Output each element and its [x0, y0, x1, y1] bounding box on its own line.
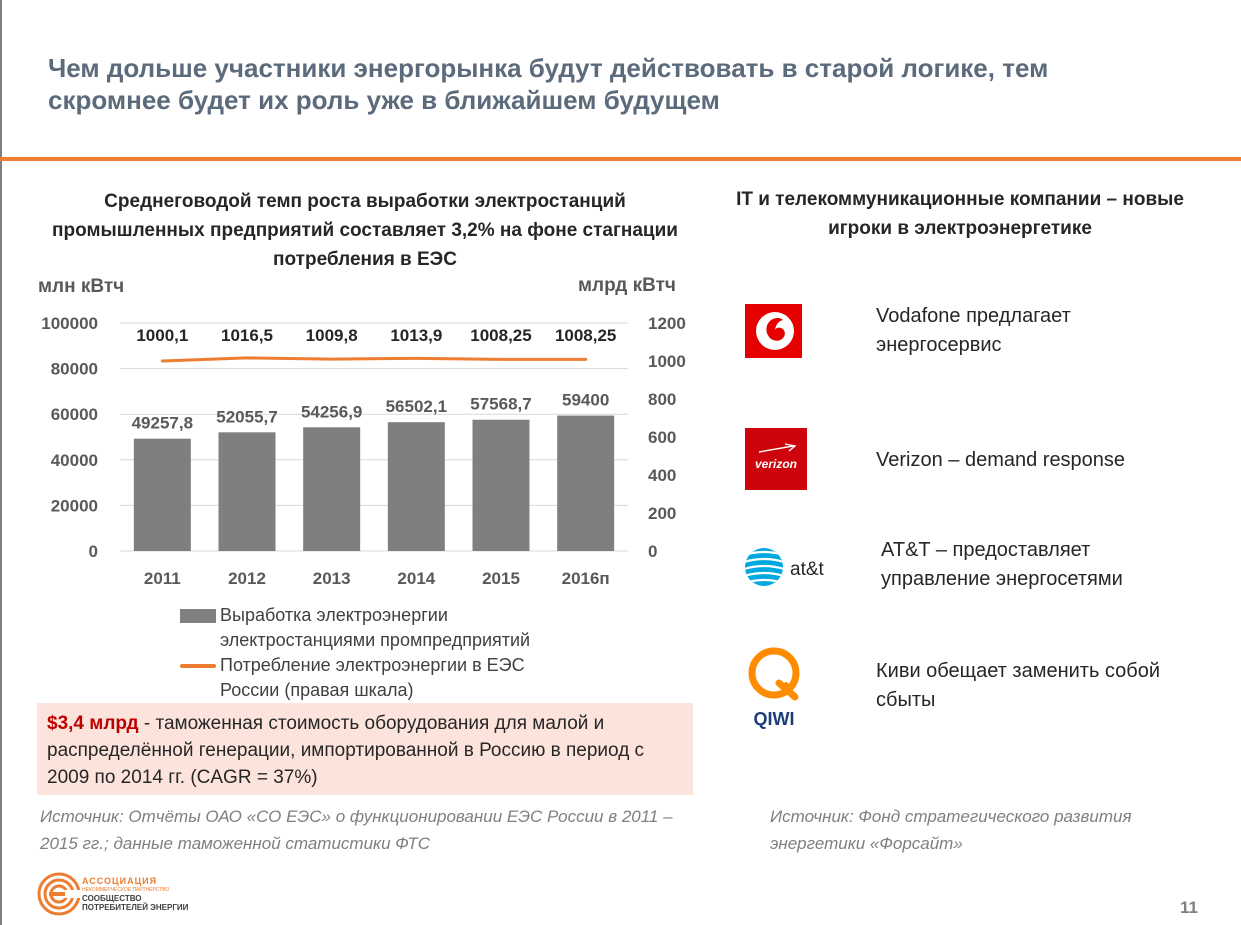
att-logo: at&t	[744, 545, 836, 589]
vodafone-logo	[745, 304, 819, 358]
line-value-label: 1008,25	[470, 326, 531, 345]
bar-value-label: 49257,8	[132, 414, 193, 433]
source-left: Источник: Отчёты ОАО «СО ЕЭС» о функцион…	[40, 807, 673, 853]
x-tick-label: 2015	[482, 569, 520, 588]
company-vodafone: Vodafone предлагает энергосервис	[876, 305, 1071, 356]
company-verizon: Verizon – demand response	[876, 449, 1126, 471]
y2-tick-label: 800	[648, 390, 676, 409]
verizon-wordmark: verizon	[755, 457, 797, 471]
association-full-name: СООБЩЕСТВО ПОТРЕБИТЕЛЕЙ ЭНЕРГИИ	[82, 894, 189, 912]
y-tick-label: 80000	[51, 360, 98, 379]
qiwi-logo: QIWI	[745, 645, 803, 730]
x-tick-label: 2013	[313, 569, 351, 588]
y-tick-label: 100000	[41, 314, 98, 333]
slide-title: Чем дольше участники энергорынка будут д…	[48, 53, 1049, 115]
bar-value-label: 54256,9	[301, 402, 362, 421]
legend-item-line: Потребление электроэнергии в ЕЭС России …	[180, 653, 580, 703]
bar-value-label: 57568,7	[470, 395, 531, 414]
bar-value-label: 56502,1	[386, 397, 447, 416]
bar	[472, 419, 530, 551]
right-axis-unit: млрд кВтч	[578, 275, 676, 296]
y-tick-label: 60000	[51, 405, 98, 424]
qiwi-wordmark: QIWI	[754, 709, 795, 729]
bar-value-label: 52055,7	[216, 407, 277, 426]
att-wordmark: at&t	[790, 559, 825, 580]
line-value-label: 1016,5	[221, 326, 273, 345]
legend-item-bar: Выработка электроэнергии электростанциям…	[180, 603, 580, 653]
y2-tick-label: 200	[648, 504, 676, 523]
y2-tick-label: 1000	[648, 352, 686, 371]
y2-tick-label: 1200	[648, 314, 686, 333]
association-logo	[37, 870, 237, 920]
line-value-label: 1000,1	[136, 326, 188, 345]
bar	[557, 415, 615, 551]
page-number: 11	[1180, 898, 1198, 917]
y-tick-label: 40000	[51, 451, 98, 470]
legend-label-line: Потребление электроэнергии в ЕЭС России …	[220, 655, 525, 700]
legend-label-bar: Выработка электроэнергии электростанциям…	[220, 605, 531, 650]
y2-tick-label: 0	[648, 542, 657, 561]
y-tick-label: 20000	[51, 496, 98, 515]
bar	[133, 438, 191, 551]
line-value-label: 1009,8	[306, 326, 358, 345]
bar	[218, 432, 276, 551]
line-value-label: 1013,9	[390, 326, 442, 345]
import-note: $3,4 млрд - таможенная стоимость оборудо…	[37, 703, 693, 795]
y2-tick-label: 400	[648, 466, 676, 485]
consumption-line	[160, 356, 588, 363]
y2-tick-label: 600	[648, 428, 676, 447]
bar	[303, 427, 361, 551]
verizon-logo: verizon	[745, 428, 807, 490]
x-tick-label: 2014	[397, 569, 435, 588]
title-divider	[0, 157, 1241, 161]
x-tick-label: 2012	[228, 569, 266, 588]
x-tick-label: 2016п	[562, 569, 610, 588]
y-tick-label: 0	[89, 542, 98, 561]
left-border	[0, 0, 2, 925]
x-tick-label: 2011	[144, 569, 181, 588]
left-axis-unit: млн кВтч	[38, 276, 125, 297]
chart-title: Среднеговодой темп роста выработки элект…	[52, 191, 678, 270]
note-text: - таможенная стоимость оборудования для …	[47, 713, 645, 788]
combo-chart: 0 20000 40000 60000 80000 100000 0 200 400 600 800…	[41, 314, 686, 588]
source-right: Источник: Фонд стратегического развития …	[770, 807, 1132, 853]
right-section-title: IT и телекоммуникационные компании – нов…	[736, 189, 1184, 239]
association-name: АССОЦИАЦИЯ	[82, 876, 158, 886]
chart-legend: Выработка электроэнергии электростанциям…	[180, 603, 580, 703]
company-qiwi: Киви обещает заменить собой сбыты	[876, 660, 1161, 711]
company-att: AT&T – предоставляет управление энергосе…	[881, 539, 1123, 590]
note-highlight: $3,4 млрд	[47, 713, 139, 734]
bar-value-label: 59400	[562, 391, 609, 410]
association-sub: НЕКОММЕРЧЕСКОЕ ПАРТНЕРСТВО	[82, 887, 170, 893]
line-value-label: 1008,25	[555, 326, 616, 345]
legend-swatch-bar	[180, 609, 216, 623]
bar	[387, 422, 445, 551]
legend-swatch-line	[180, 664, 216, 668]
